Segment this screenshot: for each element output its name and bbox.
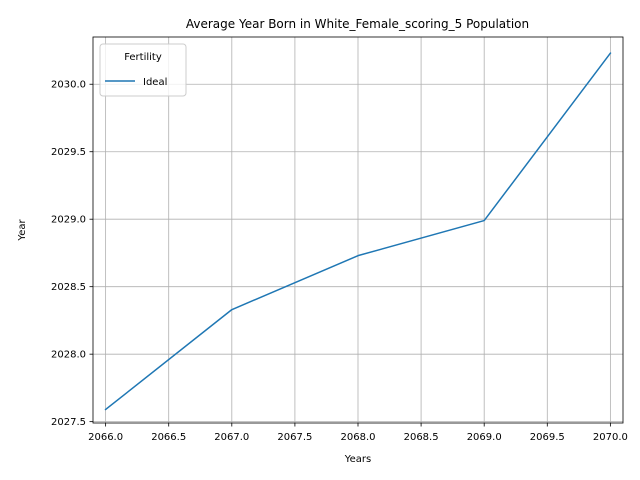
x-tick-label: 2069.0 [467, 432, 502, 443]
legend-title: Fertility [124, 52, 162, 63]
y-tick-label: 2028.5 [51, 282, 86, 293]
x-tick-label: 2067.5 [277, 432, 312, 443]
y-axis-label: Year [17, 219, 28, 242]
y-tick-label: 2027.5 [51, 417, 86, 428]
grid-lines [93, 37, 623, 423]
y-tick-label: 2029.0 [51, 215, 86, 226]
y-tick-label: 2028.0 [51, 350, 86, 361]
legend-item-label: Ideal [143, 77, 167, 88]
legend-box [99, 43, 187, 97]
x-tick-label: 2068.5 [404, 432, 439, 443]
axis-ticks: 2066.0 2066.5 2067.0 2067.5 2068.0 2068.5 2069… [51, 80, 628, 443]
series-lines [104, 52, 612, 411]
y-tick-label: 2030.0 [51, 80, 86, 91]
x-tick-label: 2066.0 [88, 432, 123, 443]
x-tick-label: 2070.0 [593, 432, 628, 443]
x-tick-label: 2069.5 [530, 432, 565, 443]
x-tick-label: 2067.0 [214, 432, 249, 443]
x-tick-label: 2068.0 [341, 432, 376, 443]
x-tick-label: 2066.5 [151, 432, 186, 443]
x-axis-label: Years [344, 454, 371, 465]
chart-title: Average Year Born in White_Female_scorin… [186, 17, 529, 31]
y-tick-label: 2029.5 [51, 147, 86, 158]
series-line-ideal [104, 52, 612, 411]
legend: Fertility Ideal [99, 43, 187, 97]
